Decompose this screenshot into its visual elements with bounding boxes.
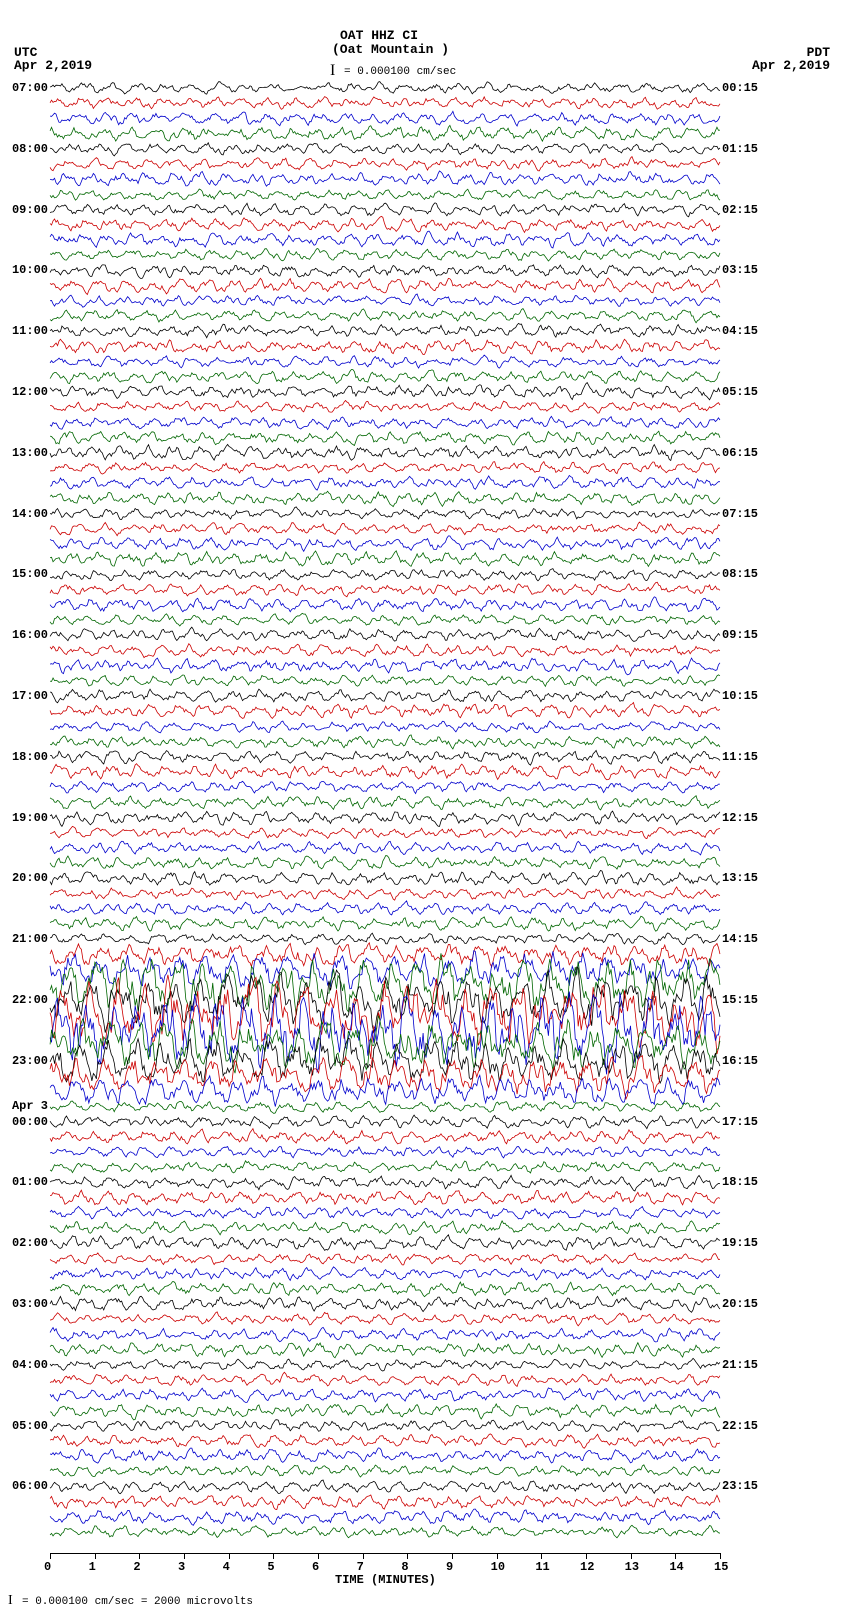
trace-row (50, 1509, 720, 1555)
right-time-label: 10:15 (722, 689, 758, 703)
left-time-label: 06:00 (12, 1479, 48, 1493)
x-tick-label: 6 (312, 1560, 319, 1574)
x-axis-label: TIME (MINUTES) (335, 1573, 436, 1587)
right-time-label: 12:15 (722, 811, 758, 825)
left-time-label: 14:00 (12, 507, 48, 521)
right-time-label: 08:15 (722, 567, 758, 581)
left-time-label: 11:00 (12, 324, 48, 338)
right-time-label: 00:15 (722, 81, 758, 95)
right-time-label: 01:15 (722, 142, 758, 156)
x-tick-label: 0 (44, 1560, 51, 1574)
left-time-label: 15:00 (12, 567, 48, 581)
x-tick-label: 3 (178, 1560, 185, 1574)
left-time-label: 22:00 (12, 993, 48, 1007)
footer-text: = 0.000100 cm/sec = 2000 microvolts (22, 1596, 253, 1608)
left-time-label: 04:00 (12, 1358, 48, 1372)
right-time-label: 21:15 (722, 1358, 758, 1372)
right-time-label: 15:15 (722, 993, 758, 1007)
right-time-label: 23:15 (722, 1479, 758, 1493)
right-time-label: 02:15 (722, 203, 758, 217)
x-tick-label: 11 (535, 1560, 549, 1574)
x-tick-label: 12 (580, 1560, 594, 1574)
right-time-label: 03:15 (722, 263, 758, 277)
right-time-label: 06:15 (722, 446, 758, 460)
right-time-label: 22:15 (722, 1419, 758, 1433)
right-time-label: 11:15 (722, 750, 758, 764)
x-tick-label: 1 (89, 1560, 96, 1574)
x-tick-label: 5 (267, 1560, 274, 1574)
left-time-label: Apr 3 (12, 1099, 48, 1113)
left-time-label: 09:00 (12, 203, 48, 217)
left-time-label: 13:00 (12, 446, 48, 460)
right-time-label: 13:15 (722, 871, 758, 885)
left-time-label: 05:00 (12, 1419, 48, 1433)
right-time-label: 18:15 (722, 1175, 758, 1189)
right-time-label: 05:15 (722, 385, 758, 399)
left-time-label: 16:00 (12, 628, 48, 642)
footer-scale-icon: I (8, 1593, 13, 1609)
right-time-label: 04:15 (722, 324, 758, 338)
left-time-label: 20:00 (12, 871, 48, 885)
right-time-label: 09:15 (722, 628, 758, 642)
right-time-label: 17:15 (722, 1115, 758, 1129)
x-tick-label: 13 (625, 1560, 639, 1574)
left-time-label: 19:00 (12, 811, 48, 825)
left-time-label: 23:00 (12, 1054, 48, 1068)
left-time-label: 21:00 (12, 932, 48, 946)
left-time-label: 18:00 (12, 750, 48, 764)
right-time-label: 20:15 (722, 1297, 758, 1311)
helicorder-plot: OAT HHZ CI (Oat Mountain ) I = 0.000100 … (0, 0, 850, 1613)
x-tick-label: 7 (357, 1560, 364, 1574)
right-time-label: 07:15 (722, 507, 758, 521)
x-axis-line (50, 1553, 720, 1554)
left-time-label: 01:00 (12, 1175, 48, 1189)
station-code: OAT HHZ CI (340, 28, 418, 43)
left-time-label: 00:00 (12, 1115, 48, 1129)
right-time-label: 16:15 (722, 1054, 758, 1068)
right-date: Apr 2,2019 (752, 58, 830, 73)
left-time-label: 12:00 (12, 385, 48, 399)
left-time-label: 02:00 (12, 1236, 48, 1250)
x-tick-label: 4 (223, 1560, 230, 1574)
left-time-label: 07:00 (12, 81, 48, 95)
right-time-label: 14:15 (722, 932, 758, 946)
right-time-label: 19:15 (722, 1236, 758, 1250)
left-time-label: 08:00 (12, 142, 48, 156)
x-tick-label: 2 (133, 1560, 140, 1574)
x-tick-label: 9 (446, 1560, 453, 1574)
x-tick-label: 15 (714, 1560, 728, 1574)
left-time-label: 17:00 (12, 689, 48, 703)
left-time-label: 03:00 (12, 1297, 48, 1311)
station-name: (Oat Mountain ) (332, 42, 449, 57)
x-tick-label: 14 (669, 1560, 683, 1574)
x-tick-label: 8 (401, 1560, 408, 1574)
x-tick (720, 1553, 721, 1559)
left-time-label: 10:00 (12, 263, 48, 277)
x-tick-label: 10 (491, 1560, 505, 1574)
